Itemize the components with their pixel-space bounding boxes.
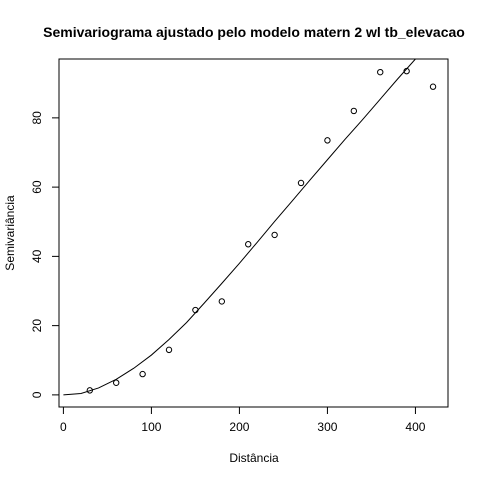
data-point (165, 346, 173, 354)
data-point (429, 83, 437, 90)
data-point (350, 107, 358, 115)
y-tick-label: 40 (30, 249, 44, 263)
x-tick-label: 300 (317, 420, 337, 434)
data-point (86, 387, 94, 394)
data-point (218, 298, 226, 305)
x-axis-label: Distância (229, 451, 279, 465)
y-axis-label: Semivariância (3, 195, 17, 271)
x-tick-label: 100 (141, 420, 161, 434)
chart-title: Semivariograma ajustado pelo modelo mate… (43, 24, 465, 40)
data-point (271, 231, 278, 239)
fitted-curve-line (63, 59, 416, 396)
y-tick-label: 80 (30, 111, 44, 125)
plot-frame (58, 58, 449, 408)
x-tick-label: 200 (229, 420, 249, 434)
fitted-curve-layer (63, 59, 416, 396)
x-tick-label: 0 (60, 420, 67, 434)
data-point (139, 370, 146, 378)
data-point (324, 137, 331, 144)
y-tick-label: 0 (30, 391, 44, 398)
y-axis: 0 20 40 60 80 (30, 111, 60, 398)
data-point (377, 68, 384, 76)
data-point (297, 179, 305, 187)
data-points-layer (86, 67, 437, 394)
y-tick-label: 20 (30, 319, 44, 333)
data-point (403, 67, 410, 75)
data-point (192, 306, 199, 314)
y-tick-label: 60 (30, 180, 44, 194)
data-point (245, 241, 252, 248)
x-tick-label: 400 (405, 420, 425, 434)
x-axis: 0 100 200 300 400 (60, 406, 426, 434)
data-point (113, 379, 120, 386)
